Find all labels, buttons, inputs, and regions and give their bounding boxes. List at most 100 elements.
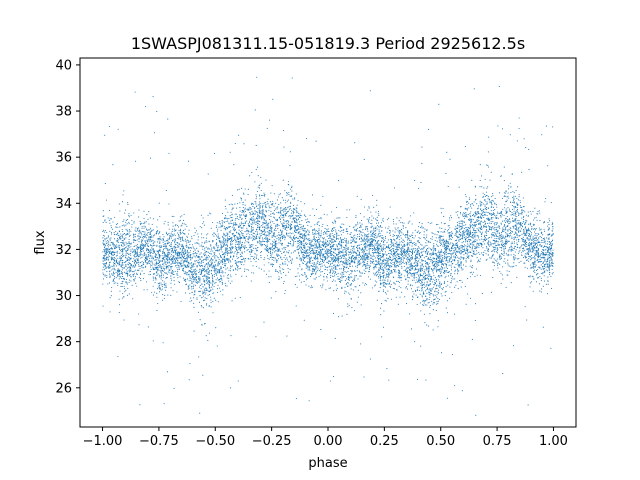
data-point (286, 230, 288, 232)
data-point (188, 379, 190, 381)
data-point (159, 287, 161, 289)
data-point (278, 276, 280, 278)
data-point (113, 269, 115, 271)
data-point (339, 281, 341, 283)
data-point (481, 175, 483, 177)
data-point (141, 234, 143, 236)
data-point (233, 228, 235, 230)
data-point (208, 305, 210, 307)
data-point (354, 240, 356, 242)
data-point (309, 221, 311, 223)
data-point (360, 219, 363, 221)
data-point (127, 219, 129, 221)
data-point (346, 229, 348, 231)
data-point (292, 243, 294, 245)
data-point (177, 251, 179, 253)
data-point (388, 379, 390, 381)
data-point (451, 237, 453, 239)
data-point (418, 258, 420, 260)
data-point (180, 300, 182, 303)
data-point (225, 263, 227, 265)
data-point (159, 231, 161, 233)
data-point (302, 236, 304, 238)
data-point (456, 228, 459, 230)
data-point (244, 261, 246, 263)
data-point (447, 284, 449, 286)
data-point (396, 288, 398, 291)
data-point (112, 264, 114, 266)
data-point (227, 273, 229, 275)
data-point (267, 245, 269, 247)
data-point (545, 243, 547, 245)
data-point (198, 290, 200, 292)
data-point (276, 250, 279, 252)
data-point (213, 274, 215, 276)
data-point (292, 219, 294, 221)
data-point (273, 216, 275, 218)
data-point (179, 220, 181, 222)
data-point (432, 286, 434, 288)
data-point (230, 241, 232, 243)
data-point (411, 245, 413, 247)
data-point (255, 256, 257, 258)
data-point (125, 247, 127, 249)
data-point (111, 228, 114, 230)
data-point (440, 256, 442, 258)
data-point (368, 207, 370, 209)
data-point (523, 221, 525, 223)
data-point (220, 260, 222, 262)
data-point (500, 236, 502, 238)
data-point (376, 261, 378, 263)
data-point (148, 223, 150, 225)
data-point (412, 242, 414, 244)
data-point (367, 209, 369, 211)
data-point (236, 269, 238, 271)
data-point (273, 222, 275, 225)
data-point (284, 206, 286, 209)
data-point (484, 224, 486, 226)
data-point (235, 217, 237, 220)
data-point (187, 255, 190, 258)
data-point (355, 229, 357, 231)
data-point (372, 235, 374, 237)
data-point (283, 226, 285, 228)
data-point (266, 244, 268, 246)
data-point (217, 271, 219, 273)
data-point (194, 252, 196, 254)
data-point (257, 225, 259, 227)
data-point (260, 268, 263, 270)
data-point (378, 236, 380, 238)
data-point (411, 279, 414, 281)
data-point (113, 260, 115, 262)
data-point (257, 207, 259, 210)
data-point (551, 222, 553, 224)
data-point (544, 257, 546, 259)
data-point (329, 263, 332, 265)
data-point (213, 152, 215, 155)
data-point (264, 202, 266, 204)
data-point (406, 251, 409, 253)
data-point (357, 263, 359, 265)
data-point (491, 218, 493, 220)
data-point (511, 237, 513, 239)
data-point (454, 269, 457, 271)
data-point (135, 227, 137, 229)
data-point (152, 279, 154, 281)
data-point (250, 255, 252, 257)
data-point (158, 202, 160, 204)
data-point (102, 222, 104, 224)
data-point (492, 226, 494, 228)
data-point (416, 262, 419, 264)
data-point (126, 257, 128, 259)
data-point (489, 241, 491, 243)
data-point (332, 244, 334, 246)
data-point (510, 214, 512, 216)
data-point (116, 252, 118, 254)
data-point (185, 258, 187, 260)
data-point (223, 232, 225, 234)
data-point (272, 98, 274, 100)
data-point (446, 230, 449, 232)
data-point (178, 254, 180, 256)
data-point (142, 250, 144, 252)
data-point (496, 217, 498, 219)
